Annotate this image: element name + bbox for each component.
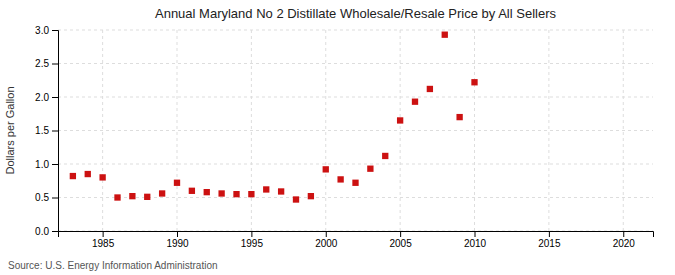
point [427,86,433,92]
point [144,194,150,200]
grid-line [251,30,252,231]
y-axis-tick: 1.5 [35,125,58,136]
point [471,79,477,85]
x-axis: 1985 1990 1995 2000 2005 2010 2015 2020 [59,231,654,249]
x-axis-tick-mark [549,231,550,237]
x-axis-tick-label: 1990 [166,238,189,249]
point [114,194,120,200]
grid-line [58,63,653,64]
point [233,191,239,197]
grid-line [177,30,178,231]
grid-line [58,164,653,165]
point [382,153,388,159]
grid-line [400,30,401,231]
grid-line [58,130,653,131]
x-axis-tick-mark [251,231,252,237]
y-axis-tick: 1.0 [35,159,58,170]
point [337,176,343,182]
y-axis-tick: 3.0 [35,25,58,36]
grid-line [623,30,624,231]
point [293,196,299,202]
point [323,166,329,172]
x-axis-tick-mark [400,231,401,237]
x-axis-tick-label: 2020 [613,238,636,249]
point [174,180,180,186]
y-axis-tick-label: 2.0 [35,92,49,103]
title: Annual Maryland No 2 Distillate Wholesal… [155,6,557,21]
points [70,32,478,203]
x-axis-tick-mark [475,231,476,237]
x-axis-tick: 2010 [464,231,487,249]
plot-area: 1985 1990 1995 2000 2005 2010 2015 2020 0.0 0.5 1.… [35,25,653,249]
y-axis-tick: 0.0 [35,226,58,237]
y-axis-tick-mark [52,131,58,132]
point [129,193,135,199]
x-axis-tick: 1995 [241,231,264,249]
x-axis-tick: 2000 [315,231,338,249]
y-axis-tick-mark [52,164,58,165]
x-axis-tick-mark [623,231,624,237]
chart: 1985 1990 1995 2000 2005 2010 2015 2020 0.0 0.5 1.… [0,0,675,275]
point [397,117,403,123]
y-axis-tick: 2.5 [35,58,58,69]
y-axis-tick: 0.5 [35,192,58,203]
point [70,173,76,179]
y-axis-tick-label: 0.0 [35,226,49,237]
grid-line [58,97,653,98]
point [442,32,448,38]
y-axis-line [52,31,59,232]
x-axis-line [59,232,654,238]
x-axis-tick: 1990 [166,231,189,249]
point [204,189,210,195]
x-axis-tick-mark [177,231,178,237]
point [159,190,165,196]
point [85,171,91,177]
x-axis-tick-mark [103,231,104,237]
x-axis-tick: 2020 [613,231,636,249]
point [352,180,358,186]
point [99,174,105,180]
y-axis-tick-mark [52,30,58,31]
y-axis-tick-mark [52,64,58,65]
y-axis-title: Dollars per Gallon [4,86,16,174]
point [367,166,373,172]
y-axis-tick-mark [52,198,58,199]
x-axis-tick-label: 2010 [464,238,487,249]
x-axis-tick: 2005 [390,231,413,249]
point [278,188,284,194]
point [248,191,254,197]
x-axis-tick-label: 2005 [390,238,413,249]
x-axis-tick: 1985 [92,231,115,249]
y-axis-tick-label: 1.5 [35,125,49,136]
point [263,186,269,192]
y-axis-tick-label: 0.5 [35,192,49,203]
grid-line [102,30,103,231]
x-axis-tick-label: 1995 [241,238,264,249]
grid-line [548,30,549,231]
y-axis-tick-label: 3.0 [35,25,49,36]
grid-line [474,30,475,231]
point [412,99,418,105]
x-axis-tick-label: 2000 [315,238,338,249]
annotation: Source: U.S. Energy Information Administ… [8,260,218,271]
grid [58,30,653,231]
x-axis-tick-label: 2015 [538,238,561,249]
y-axis-tick-mark [52,231,58,232]
x-axis-tick-label: 1985 [92,238,115,249]
point [218,190,224,196]
y-axis-tick: 2.0 [35,92,58,103]
grid-line [325,30,326,231]
x-axis-tick: 2015 [538,231,561,249]
y-axis-tick-label: 2.5 [35,58,49,69]
y-axis-tick-label: 1.0 [35,159,49,170]
point [189,188,195,194]
y-axis: 0.0 0.5 1.0 1.5 2.0 2.5 3.0 [35,25,58,237]
point [456,114,462,120]
x-axis-tick-mark [326,231,327,237]
y-axis-tick-mark [52,97,58,98]
point [308,193,314,199]
grid-line [58,30,653,31]
